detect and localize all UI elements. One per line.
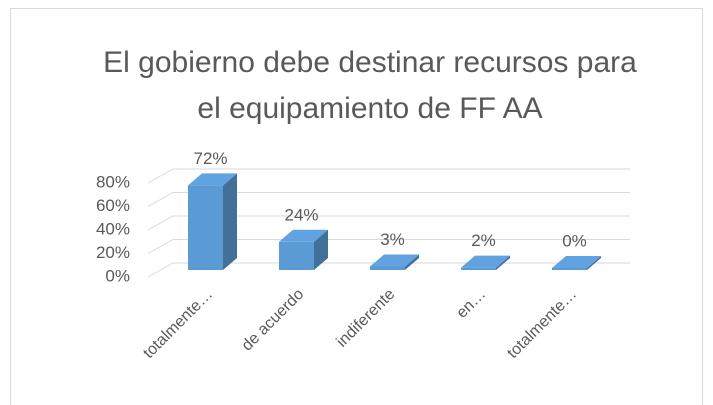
data-label: 72% [193, 149, 227, 168]
bar-top [552, 256, 601, 268]
bar [461, 267, 496, 270]
y-tick-label: 40% [96, 219, 130, 238]
data-label: 2% [471, 231, 496, 250]
data-label: 24% [284, 205, 318, 224]
y-tick-label: 60% [96, 196, 130, 215]
data-label: 3% [380, 230, 405, 249]
grid-line [147, 168, 630, 184]
bar [552, 268, 587, 270]
chart-border [10, 8, 703, 405]
bar-side [496, 255, 510, 270]
x-tick-label: indiferente [333, 286, 398, 351]
y-tick-label: 0% [105, 266, 130, 285]
y-tick-label: 80% [96, 172, 130, 191]
data-label: 0% [562, 231, 587, 250]
bar-top [370, 254, 419, 267]
bar [279, 241, 314, 270]
grid-line [147, 192, 630, 207]
bar [370, 266, 405, 270]
bar [188, 185, 223, 270]
grid-line [147, 239, 630, 254]
y-tick-label: 20% [96, 243, 130, 262]
chart-title: El gobierno debe destinar recursos para … [103, 46, 637, 125]
bar-side [587, 256, 601, 270]
bar-side [405, 254, 419, 270]
bar-side [223, 173, 237, 270]
x-tick-label: de acuerdo [239, 286, 308, 355]
x-tick-label: totalmente… [504, 286, 580, 362]
grid-line [147, 215, 630, 231]
x-tick-label: totalmente… [140, 286, 216, 362]
bar-top [188, 173, 237, 186]
bar-side [314, 229, 328, 270]
bar-top [279, 229, 328, 242]
bar-top [461, 255, 510, 268]
x-tick-label: en… [453, 286, 489, 322]
